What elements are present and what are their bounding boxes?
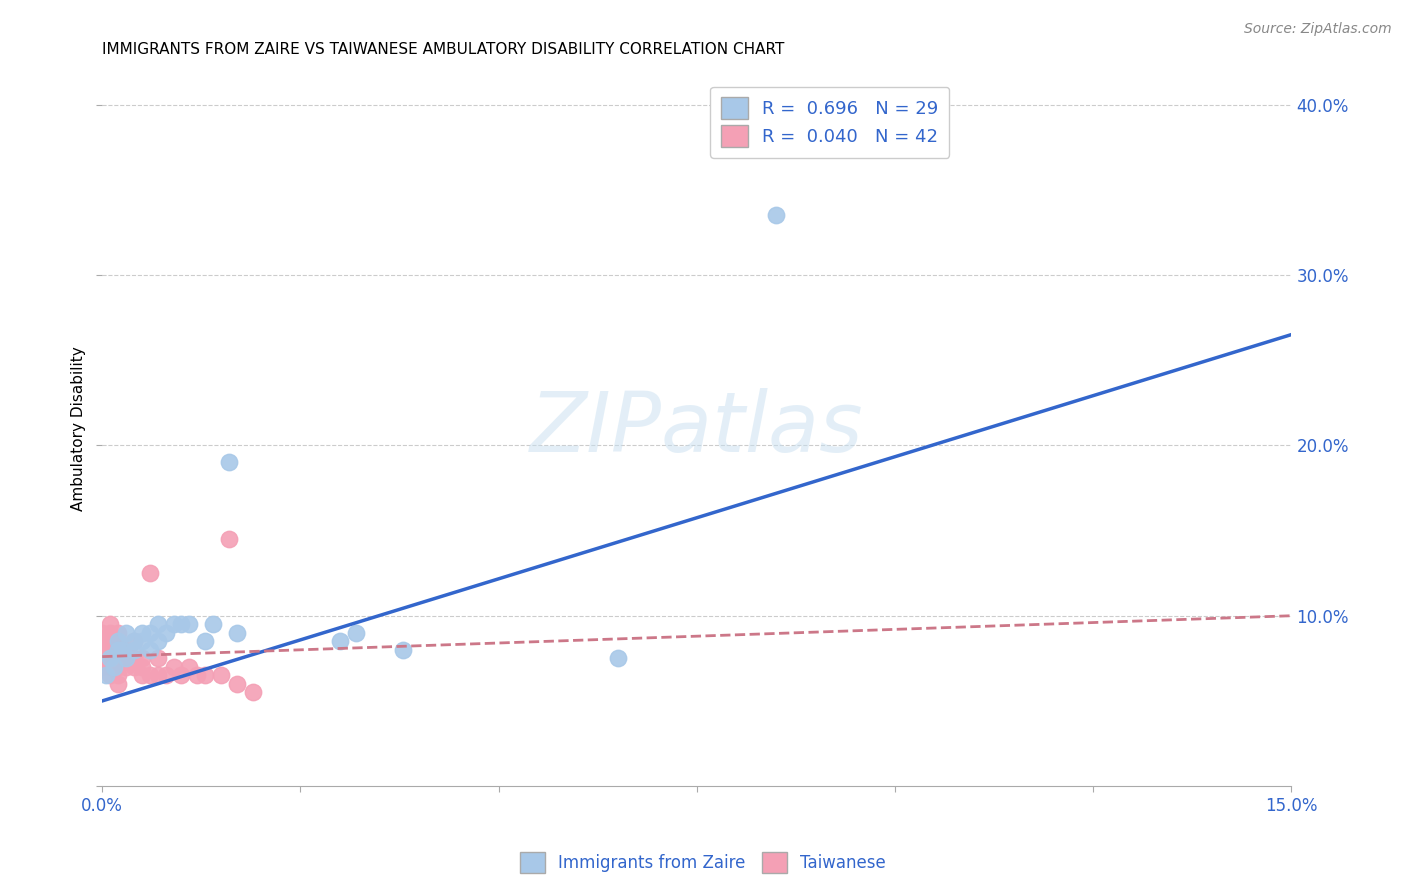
Point [96,668,118,682]
Point [194,668,217,682]
Point [765,208,787,222]
Point [194,634,217,648]
Point [170,668,193,682]
Point [115,660,138,674]
Point [91,660,114,674]
Point [98,617,121,632]
Point [155,668,177,682]
Point [115,651,138,665]
Point [107,677,129,691]
Point [91,634,114,648]
Point [98,634,121,648]
Point [107,634,129,648]
Point [111,642,134,657]
Point [606,651,628,665]
Point [179,660,201,674]
Point [139,625,162,640]
Point [91,625,114,640]
Point [131,660,153,674]
Point [179,617,201,632]
Point [209,668,232,682]
Point [329,634,352,648]
Point [91,651,114,665]
Point [131,668,153,682]
Point [202,617,225,632]
Point [139,642,162,657]
Point [98,651,121,665]
Legend: Immigrants from Zaire, Taiwanese: Immigrants from Zaire, Taiwanese [513,846,893,880]
Point [226,625,249,640]
Point [98,660,121,674]
Legend: R =  0.696   N = 29, R =  0.040   N = 42: R = 0.696 N = 29, R = 0.040 N = 42 [710,87,949,158]
Point [122,634,145,648]
Text: Source: ZipAtlas.com: Source: ZipAtlas.com [1244,22,1392,37]
Point [170,617,193,632]
Point [139,668,162,682]
Point [155,625,177,640]
Point [139,566,162,581]
Point [115,651,138,665]
Point [131,625,153,640]
Point [122,642,145,657]
Point [122,634,145,648]
Point [107,642,129,657]
Point [131,634,153,648]
Text: ZIPatlas: ZIPatlas [530,388,863,469]
Point [131,651,153,665]
Point [107,625,129,640]
Point [122,651,145,665]
Point [146,651,169,665]
Point [344,625,367,640]
Point [107,634,129,648]
Point [107,642,129,657]
Point [115,625,138,640]
Point [115,642,138,657]
Point [162,660,184,674]
Point [107,668,129,682]
Point [146,668,169,682]
Text: IMMIGRANTS FROM ZAIRE VS TAIWANESE AMBULATORY DISABILITY CORRELATION CHART: IMMIGRANTS FROM ZAIRE VS TAIWANESE AMBUL… [103,42,785,57]
Point [98,625,121,640]
Point [107,660,129,674]
Point [186,668,208,682]
Point [242,685,264,699]
Point [103,660,125,674]
Point [218,532,240,546]
Point [146,617,169,632]
Point [98,668,121,682]
Point [98,642,121,657]
Point [146,634,169,648]
Point [91,642,114,657]
Point [107,651,129,665]
Point [226,677,249,691]
Point [98,651,121,665]
Point [218,455,240,469]
Point [392,642,415,657]
Point [162,617,184,632]
Point [122,660,145,674]
Y-axis label: Ambulatory Disability: Ambulatory Disability [72,346,86,510]
